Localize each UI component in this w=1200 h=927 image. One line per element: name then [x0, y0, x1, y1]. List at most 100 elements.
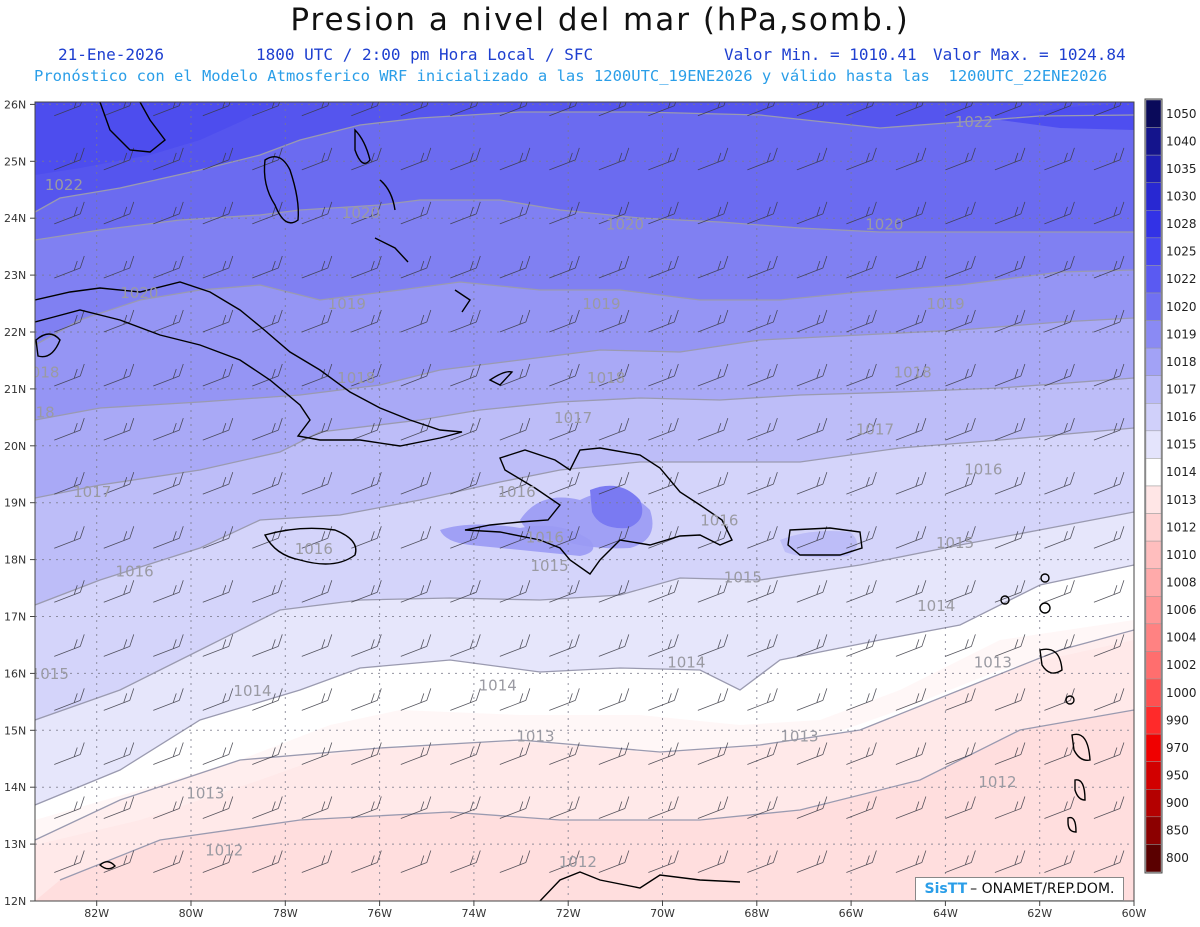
- wind-barb: [846, 255, 877, 279]
- lat-tick-label: 17N: [4, 611, 26, 624]
- wind-barb: [351, 147, 382, 171]
- wind-barb: [945, 255, 976, 279]
- wind-barb: [1044, 147, 1075, 171]
- wind-barb: [301, 309, 333, 333]
- colorbar-swatch: [1145, 127, 1162, 156]
- wind-barb: [1093, 472, 1125, 495]
- wind-barb: [400, 102, 429, 117]
- wind-barb: [846, 742, 877, 765]
- wind-barb: [994, 363, 1026, 387]
- wind-barb: [994, 472, 1026, 495]
- wind-barb: [994, 102, 1023, 117]
- wind-barb: [598, 201, 630, 225]
- isobar-label: 1022: [955, 113, 993, 131]
- wind-barb: [1093, 634, 1125, 657]
- colorbar-swatch: [1145, 706, 1162, 735]
- wind-barb: [450, 102, 479, 117]
- lon-tick-label: 66W: [839, 907, 864, 920]
- isobar-label: 1016: [295, 540, 333, 558]
- wind-barb: [252, 201, 283, 225]
- wind-barb: [697, 850, 729, 873]
- wind-barb: [697, 417, 729, 441]
- isobar-label: 1019: [927, 295, 965, 313]
- colorbar-swatch: [1145, 292, 1162, 321]
- wind-barb: [351, 472, 382, 495]
- wind-barb: [1093, 255, 1125, 279]
- wind-barb: [1093, 580, 1125, 603]
- wind-barb: [54, 472, 85, 495]
- wind-barb: [994, 796, 1026, 819]
- colorbar-swatch: [1145, 761, 1162, 790]
- colorbar-label: 1035: [1166, 162, 1197, 176]
- wind-barb: [549, 796, 580, 819]
- wind-barb: [351, 742, 382, 765]
- wind-barb: [648, 796, 679, 819]
- lat-tick-label: 22N: [4, 326, 26, 339]
- wind-barb: [450, 526, 481, 549]
- colorbar-swatch: [1145, 430, 1162, 459]
- wind-barb: [202, 102, 231, 117]
- wind-barb: [747, 417, 778, 441]
- wind-barb: [648, 363, 679, 387]
- wind-barb: [252, 472, 283, 495]
- wind-barb: [1093, 796, 1125, 819]
- colorbar-label: 1002: [1166, 658, 1197, 672]
- wind-barb: [1093, 688, 1125, 711]
- wind-barb: [450, 255, 481, 279]
- wind-barb: [54, 850, 85, 873]
- wind-barb: [747, 255, 778, 279]
- isobar-label: 1016: [497, 483, 535, 501]
- wind-barb: [252, 796, 283, 819]
- wind-barb: [202, 850, 234, 873]
- colorbar-swatch: [1145, 540, 1162, 569]
- wind-barb: [301, 363, 333, 387]
- sistt-logo: SisTT: [924, 881, 968, 897]
- wind-barb: [103, 201, 135, 225]
- max-value: Valor Max. = 1024.84: [933, 45, 1126, 64]
- wind-barb: [351, 850, 382, 873]
- wind-barb: [1093, 147, 1125, 171]
- wind-barb: [796, 472, 828, 495]
- wind-barb: [153, 472, 184, 495]
- wind-barb: [499, 634, 531, 657]
- wind-barb: [1044, 526, 1075, 549]
- wind-barb: [252, 102, 280, 117]
- lon-tick-label: 60W: [1122, 907, 1147, 920]
- wind-barb: [796, 309, 828, 333]
- wind-barb: [301, 255, 333, 279]
- colorbar-label: 1013: [1166, 493, 1197, 507]
- isobar-label: 1012: [978, 773, 1016, 791]
- wind-barb: [549, 526, 580, 549]
- wind-barb: [945, 363, 976, 387]
- wind-barb: [202, 796, 234, 819]
- isobar-label: 1019: [328, 295, 366, 313]
- lat-tick-label: 24N: [4, 212, 26, 225]
- lon-tick-label: 74W: [461, 907, 486, 920]
- isobar-label: 1013: [186, 785, 224, 803]
- colorbar-label: 1030: [1166, 189, 1197, 203]
- wind-barb: [549, 363, 580, 387]
- wind-barb: [747, 472, 778, 495]
- wind-barb: [1044, 850, 1075, 873]
- wind-barb: [697, 201, 729, 225]
- wind-barb: [450, 796, 481, 819]
- wind-barb: [648, 201, 679, 225]
- wind-barb: [351, 417, 382, 441]
- wind-barb: [994, 634, 1026, 657]
- isobar-label: 1018: [587, 369, 625, 387]
- colorbar-label: 1020: [1166, 300, 1197, 314]
- wind-barb: [301, 472, 333, 495]
- lat-tick-label: 14N: [4, 781, 26, 794]
- lon-tick-label: 72W: [556, 907, 581, 920]
- wind-barb: [153, 634, 184, 657]
- wind-barb: [994, 742, 1026, 765]
- pressure-fill: 1022 1022 1020 1020 1020 1020 1019 1019 1019 1018…: [35, 102, 1134, 901]
- wind-barb: [54, 201, 85, 225]
- wind-barb: [697, 255, 729, 279]
- wind-barb: [1044, 102, 1073, 117]
- colorbar-label: 900: [1166, 796, 1189, 810]
- isobar-label: 1014: [667, 654, 705, 672]
- isobar-label: 1020: [120, 284, 158, 302]
- wind-barb: [747, 580, 778, 603]
